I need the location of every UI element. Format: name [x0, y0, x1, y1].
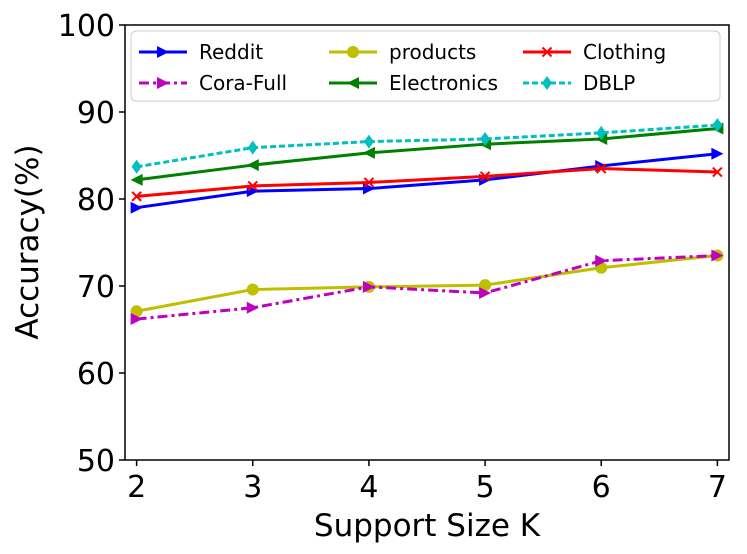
x-axis-title: Support Size K — [314, 508, 541, 544]
x-tick-label: 7 — [708, 470, 727, 505]
data-point-reddit — [362, 182, 375, 195]
data-point-cora-full — [595, 254, 608, 267]
y-axis-title: Accuracy(%) — [10, 144, 46, 339]
x-tick-label: 5 — [476, 470, 495, 505]
data-point-reddit — [711, 147, 724, 160]
legend-label-products: products — [389, 40, 476, 64]
data-point-products — [479, 279, 492, 292]
data-point-clothing — [712, 166, 723, 178]
legend-label-cora-full: Cora-Full — [199, 71, 287, 95]
legend-box — [130, 30, 721, 102]
series-line-cora-full — [136, 254, 718, 321]
y-tick-label: 90 — [77, 96, 115, 131]
legend-label-clothing: Clothing — [583, 40, 666, 64]
data-point-electronics — [246, 159, 259, 172]
plot-area — [130, 118, 724, 326]
legend-label-reddit: Reddit — [199, 40, 263, 64]
legend-marker-clothing — [541, 46, 553, 58]
data-point-products — [246, 283, 259, 296]
y-tick-label: 80 — [77, 183, 115, 218]
axes-frame — [124, 24, 730, 461]
data-point-cora-full — [711, 249, 724, 262]
series-line-clothing — [136, 167, 718, 198]
data-point-dblp — [131, 159, 142, 174]
legend-marker-dblp — [542, 76, 552, 90]
data-point-cora-full — [246, 301, 259, 314]
data-point-products — [130, 305, 143, 318]
legend-marker-cora-full — [157, 77, 169, 89]
x-tick-label: 3 — [243, 470, 262, 505]
data-point-dblp — [712, 118, 723, 133]
axis-ticks: 2 3 4 5 6 7 50 60 70 80 90 100 — [58, 9, 727, 505]
legend-label-electronics: Electronics — [389, 71, 498, 95]
series-line-products — [136, 254, 718, 313]
data-point-clothing — [479, 171, 491, 182]
data-point-clothing — [363, 177, 375, 188]
series-line-electronics — [136, 127, 718, 182]
legend-marker-electronics — [347, 77, 359, 89]
data-point-dblp — [480, 131, 491, 146]
data-point-clothing — [247, 180, 258, 192]
legend-marker-reddit — [157, 46, 169, 58]
y-tick-label: 60 — [77, 357, 115, 392]
legend-label-dblp: DBLP — [583, 71, 635, 95]
data-point-dblp — [363, 134, 374, 149]
data-point-clothing — [131, 191, 142, 202]
data-point-clothing — [596, 163, 607, 174]
x-tick-label: 6 — [592, 470, 611, 505]
series-line-dblp — [136, 123, 718, 169]
data-point-cora-full — [362, 280, 375, 293]
data-point-dblp — [247, 140, 258, 155]
legend: Reddit products Clothing Cora-Full Electroni… — [130, 30, 721, 102]
data-point-cora-full — [130, 313, 143, 326]
x-tick-label: 2 — [127, 470, 146, 505]
legend-marker-products — [347, 46, 359, 58]
data-point-cora-full — [479, 286, 492, 299]
data-point-electronics — [130, 173, 143, 186]
series-line-reddit — [136, 152, 718, 210]
y-tick-label: 70 — [77, 270, 115, 305]
data-point-electronics — [362, 146, 375, 159]
y-tick-label: 100 — [58, 9, 115, 44]
data-point-reddit — [130, 201, 143, 214]
data-point-dblp — [596, 125, 607, 140]
x-tick-label: 4 — [359, 470, 378, 505]
y-tick-label: 50 — [77, 444, 115, 479]
